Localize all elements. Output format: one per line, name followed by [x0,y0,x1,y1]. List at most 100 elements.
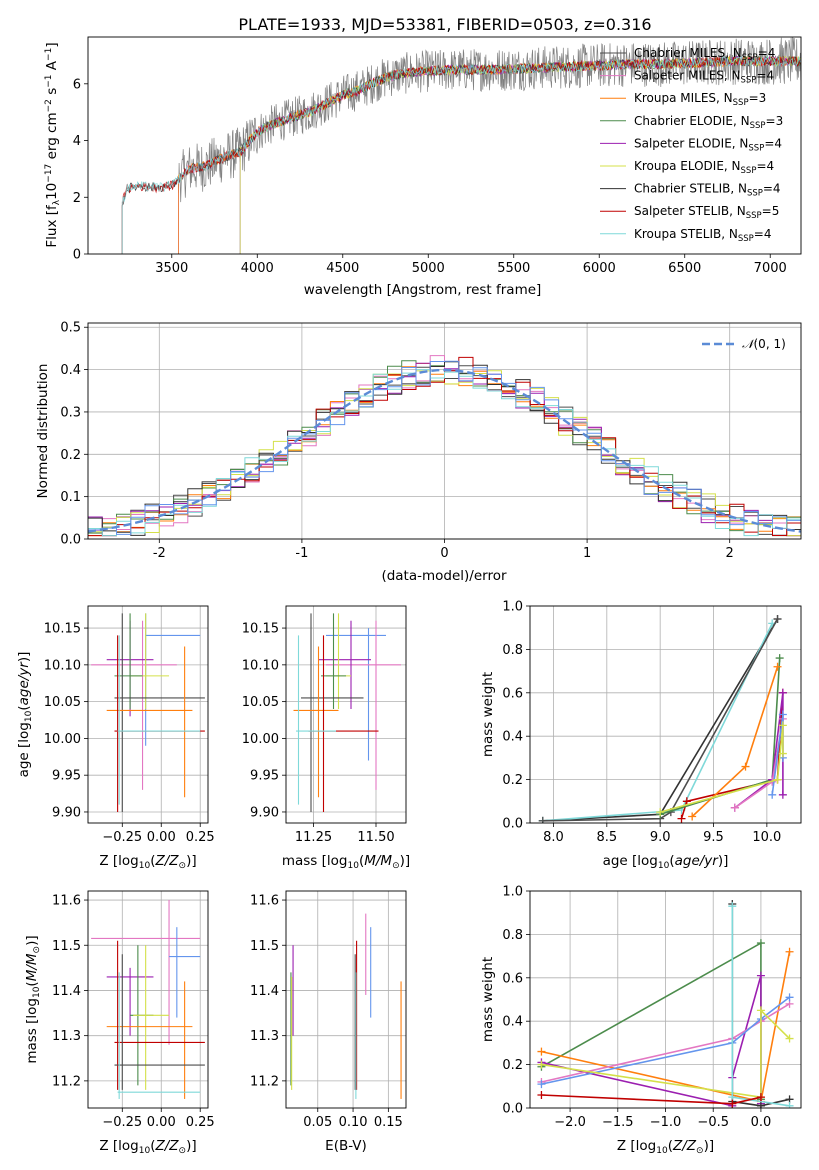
x-axis-label: age [log10(age/yr)] [603,853,729,871]
x-axis-label: Z [log10(Z/Z⊙)] [617,1138,714,1156]
y-tick-label: 9.90 [52,805,81,820]
y-tick-label: 0.6 [502,686,523,701]
x-tick-label: 11.50 [357,830,394,845]
x-tick-label: -1 [295,546,308,561]
plus-marker [768,790,777,799]
y-axis-label: mass [log10(M/M⊙)] [24,935,42,1063]
y-axis-label: mass weight [480,957,496,1042]
x-tick-label: 0.05 [303,1115,332,1130]
plus-marker [775,654,784,663]
y-tick-label: 11.2 [52,1074,81,1089]
y-tick-label: 11.4 [52,984,81,999]
y-tick-label: 0.8 [502,928,523,943]
plus-marker [537,1080,546,1089]
x-tick-label: 7000 [754,261,787,276]
x-tick-label: −0.5 [697,1115,729,1130]
plot-area [537,900,794,1108]
x-tick-label: 0.25 [186,1115,215,1130]
y-tick-label: 11.5 [52,939,81,954]
plus-marker [728,902,737,911]
panels-layer: 3500 4000 4500 5000 5500 6000 6500 7000 0 2 4 6 Chab… [16,36,802,1156]
x-tick-label: 3500 [155,261,188,276]
plot-area [293,613,401,812]
y-axis-label: age [log10(age/yr)] [16,652,34,778]
y-axis-label: Flux [fλ10−17 erg cm−2 s−1 A−1] [44,42,62,247]
y-tick-label: 0.2 [60,448,81,463]
y-tick-label: 9.95 [52,769,81,784]
plus-marker [778,710,787,719]
x-tick-label: 9.5 [703,830,724,845]
y-tick-label: 9.95 [250,769,279,784]
x-tick-label: 6000 [583,261,616,276]
y-tick-label: 11.2 [250,1074,279,1089]
legend-label: Chabrier MILES, NSSP=4 [634,46,775,63]
y-tick-label: 0.3 [60,405,81,420]
plus-marker [688,812,697,821]
histogram-step-line [88,369,801,537]
x-tick-label: 5000 [412,261,445,276]
x-tick-label: 0 [440,546,448,561]
x-axis-label: Z [log10(Z/Z⊙)] [99,1138,196,1156]
x-tick-label: 9.0 [650,830,671,845]
x-tick-label: 0.00 [147,830,176,845]
axes-border [285,890,407,1109]
plot-area [290,913,402,1099]
y-tick-label: 0.4 [502,730,523,745]
plot-area [538,615,787,823]
panel-mass-vs-EBV: 0.05 0.10 0.15 11.2 11.3 11.4 11.5 11.6 [250,890,407,1130]
plus-marker [778,749,787,758]
y-tick-label: 0.5 [60,321,81,336]
y-tick-label: 6 [73,77,81,92]
x-tick-label: 5500 [497,261,530,276]
plus-marker [785,993,794,1002]
y-tick-label: 11.6 [52,894,81,909]
y-tick-label: 1.0 [502,600,523,615]
axes-border [529,605,802,824]
panel-mass-weight-vs-age: 8.0 8.5 9.0 9.5 10.0 0.0 0.2 0.4 0.6 0.8 1.0 age [l… [480,600,802,871]
legend-label: Chabrier STELIB, NSSP=4 [634,182,781,199]
plus-marker [756,939,765,948]
x-tick-label: 0.10 [339,1115,368,1130]
mass-weight-line [541,1008,791,1099]
axes-border [285,605,407,824]
panel-mass-vs-Z: −0.25 0.00 0.25 11.2 11.3 11.4 11.5 11.6 Z [log1… [24,890,215,1156]
y-tick-label: 0.2 [502,1058,523,1073]
x-axis-label: (data-model)/error [381,568,507,584]
figure-title: PLATE=1933, MJD=53381, FIBERID=0503, z=0… [238,15,651,34]
x-tick-label: 0.00 [147,1115,176,1130]
y-tick-label: 0.1 [60,490,81,505]
y-tick-label: 11.5 [250,939,279,954]
y-tick-label: 4 [73,134,81,149]
x-tick-label: 6500 [668,261,701,276]
plus-marker [785,1034,794,1043]
legend-label: Salpeter MILES, NSSP=4 [634,69,774,86]
y-tick-label: 11.3 [52,1029,81,1044]
plus-marker [656,808,665,817]
y-tick-label: 0.6 [502,971,523,986]
y-tick-label: 0.0 [60,533,81,548]
model-spectrum-line [121,55,801,254]
panel-residuals: -2 -1 0 1 2 0.0 0.1 0.2 0.3 0.4 0.5 𝒩(0, 1) (data-mo… [35,321,802,584]
panel-age-vs-mass: 11.25 11.50 9.90 9.95 10.00 10.05 10.10 10.15 ma… [242,605,410,871]
x-tick-label: 2 [726,546,734,561]
y-tick-label: 10.05 [242,695,279,710]
y-tick-label: 10.15 [44,622,81,637]
plus-marker [785,947,794,956]
x-tick-label: −1.5 [602,1115,634,1130]
x-tick-label: 10.0 [752,830,781,845]
x-tick-label: 8.0 [543,830,564,845]
x-tick-label: 0.25 [186,830,215,845]
panel-spectrum: 3500 4000 4500 5000 5500 6000 6500 7000 0 2 4 6 Chab… [44,36,802,298]
y-tick-label: 11.4 [250,984,279,999]
y-tick-label: 0.4 [502,1015,523,1030]
legend-label: Kroupa MILES, NSSP=3 [634,91,766,108]
y-tick-label: 0.0 [502,817,523,832]
axes-border [87,605,209,824]
panel-age-vs-Z: −0.25 0.00 0.25 9.90 9.95 10.00 10.05 10.10 10.1… [16,605,215,871]
x-axis-label: wavelength [Angstrom, rest frame] [304,282,542,298]
y-tick-label: 0.2 [502,773,523,788]
x-axis-label: E(B-V) [325,1138,367,1154]
panel-mass-weight-vs-Z: −2.0 −1.5 −1.0 −0.5 0.0 0.0 0.2 0.4 0.6 0.8 1.0 Z [… [480,885,802,1156]
x-tick-label: 0.15 [374,1115,403,1130]
